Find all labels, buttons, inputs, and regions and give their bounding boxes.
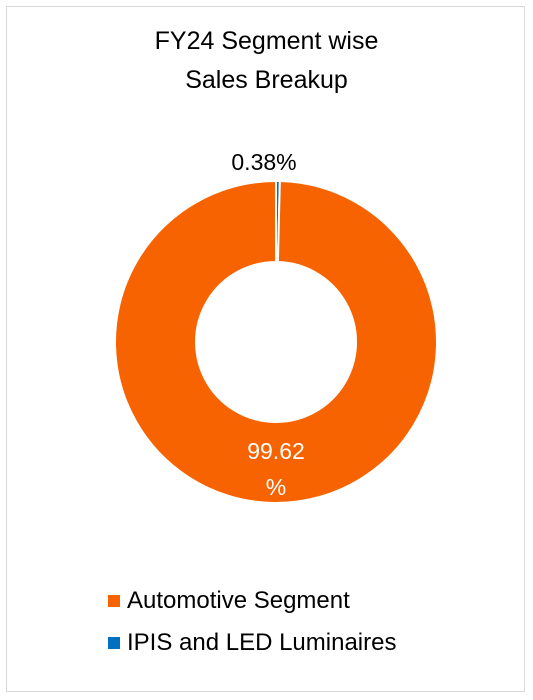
donut-slice-automotive-segment: [113, 179, 438, 504]
legend-item-ipis-and-led-luminaires: IPIS and LED Luminaires: [108, 622, 396, 664]
legend-swatch-ipis-and-led-luminaires: [108, 637, 120, 649]
legend-item-automotive-segment: Automotive Segment: [108, 580, 396, 622]
data-label-ipis-and-led-luminaires: 0.38%: [231, 149, 296, 175]
chart-title-line-1: FY24 Segment wise: [154, 27, 379, 55]
legend-label-automotive-segment: Automotive Segment: [127, 587, 350, 614]
chart-title: FY24 Segment wise Sales Breakup: [0, 22, 533, 100]
chart-title-line-2: Sales Breakup: [185, 66, 348, 94]
legend-label-ipis-and-led-luminaires: IPIS and LED Luminaires: [127, 629, 397, 656]
chart-area: [6, 6, 525, 692]
legend-swatch-automotive-segment: [108, 595, 120, 607]
data-label-automotive-segment: 99.62%: [247, 438, 305, 500]
donut-chart: 99.62 % 0.38%: [113, 149, 438, 504]
legend: Automotive Segment IPIS and LED Luminair…: [108, 580, 396, 664]
